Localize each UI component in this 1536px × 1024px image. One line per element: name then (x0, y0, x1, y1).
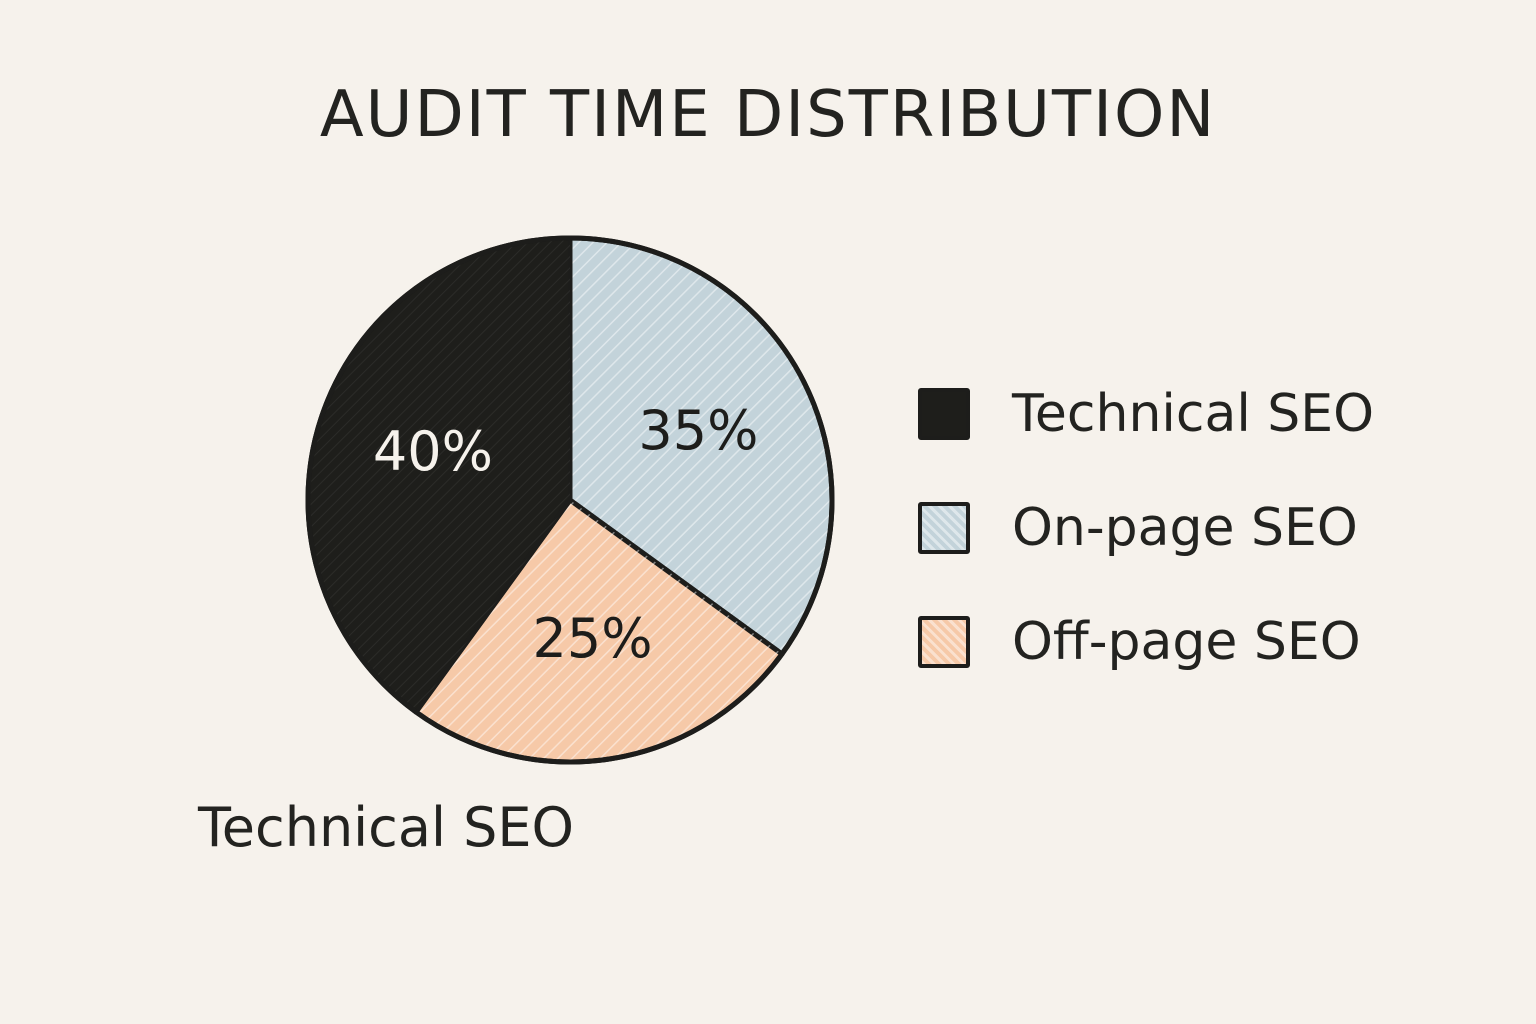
pie-slice-texture-on-page-seo (570, 238, 832, 654)
legend-label-on-page-seo: On-page SEO (1012, 498, 1358, 558)
legend-item-off-page-seo: Off-page SEO (918, 612, 1374, 672)
data-label-off-page-seo: 25% (533, 607, 653, 670)
legend-item-on-page-seo: On-page SEO (918, 498, 1374, 558)
pie-slice-texture-technical-seo (308, 238, 570, 712)
legend-label-off-page-seo: Off-page SEO (1012, 612, 1361, 672)
legend-swatch-on-page-seo (918, 502, 970, 554)
data-label-technical-seo: 40% (373, 420, 493, 483)
legend: Technical SEO On-page SEO Off-page SEO (918, 384, 1374, 726)
legend-label-technical-seo: Technical SEO (1012, 384, 1375, 444)
legend-item-technical-seo: Technical SEO (918, 384, 1374, 444)
legend-swatch-technical-seo (918, 388, 970, 440)
chart-annotation: Technical SEO (198, 796, 575, 859)
legend-swatch-off-page-seo (918, 616, 970, 668)
chart-title: AUDIT TIME DISTRIBUTION (319, 78, 1217, 152)
pie-slice-texture-off-page-seo (416, 500, 782, 762)
data-label-on-page-seo: 35% (638, 399, 758, 462)
pie-outline (305, 235, 835, 765)
